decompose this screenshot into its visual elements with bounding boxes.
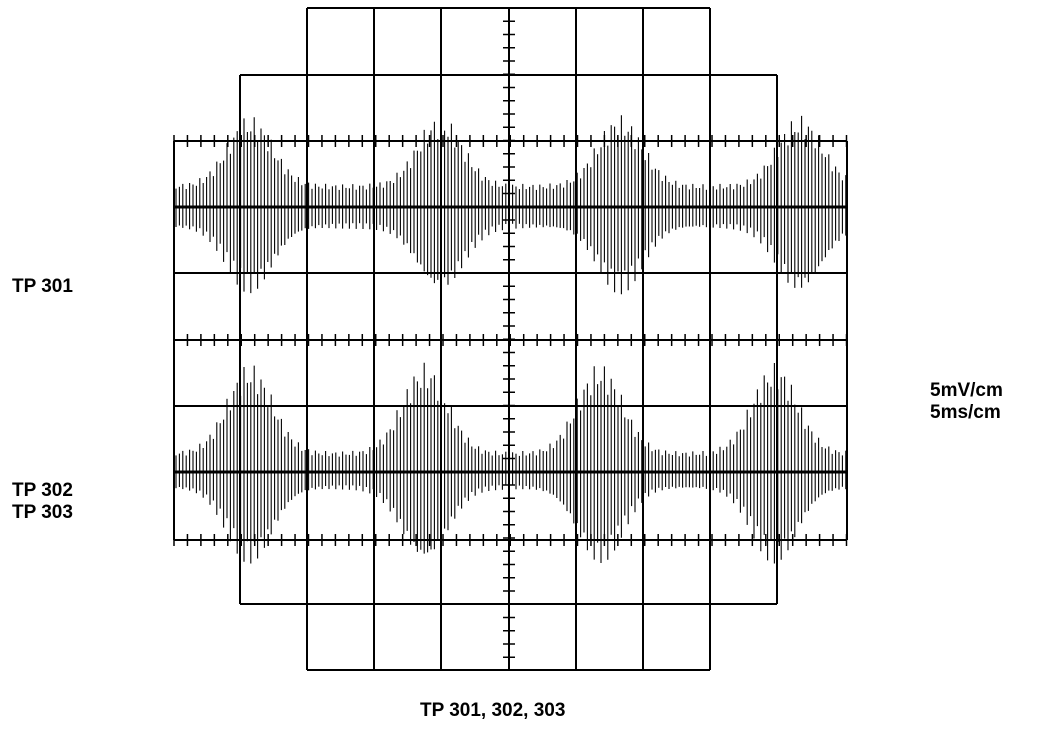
vertical-scale-label: 5mV/cm xyxy=(930,380,1003,401)
label-tp303: TP 303 xyxy=(12,502,73,523)
graticule-ticks xyxy=(173,7,848,658)
time-scale-label: 5ms/cm xyxy=(930,402,1001,423)
label-tp302: TP 302 xyxy=(12,480,73,501)
caption: TP 301, 302, 303 xyxy=(420,700,566,721)
trace-tp302-tp303 xyxy=(174,362,847,564)
label-tp301: TP 301 xyxy=(12,276,73,297)
trace-tp301 xyxy=(174,115,847,295)
